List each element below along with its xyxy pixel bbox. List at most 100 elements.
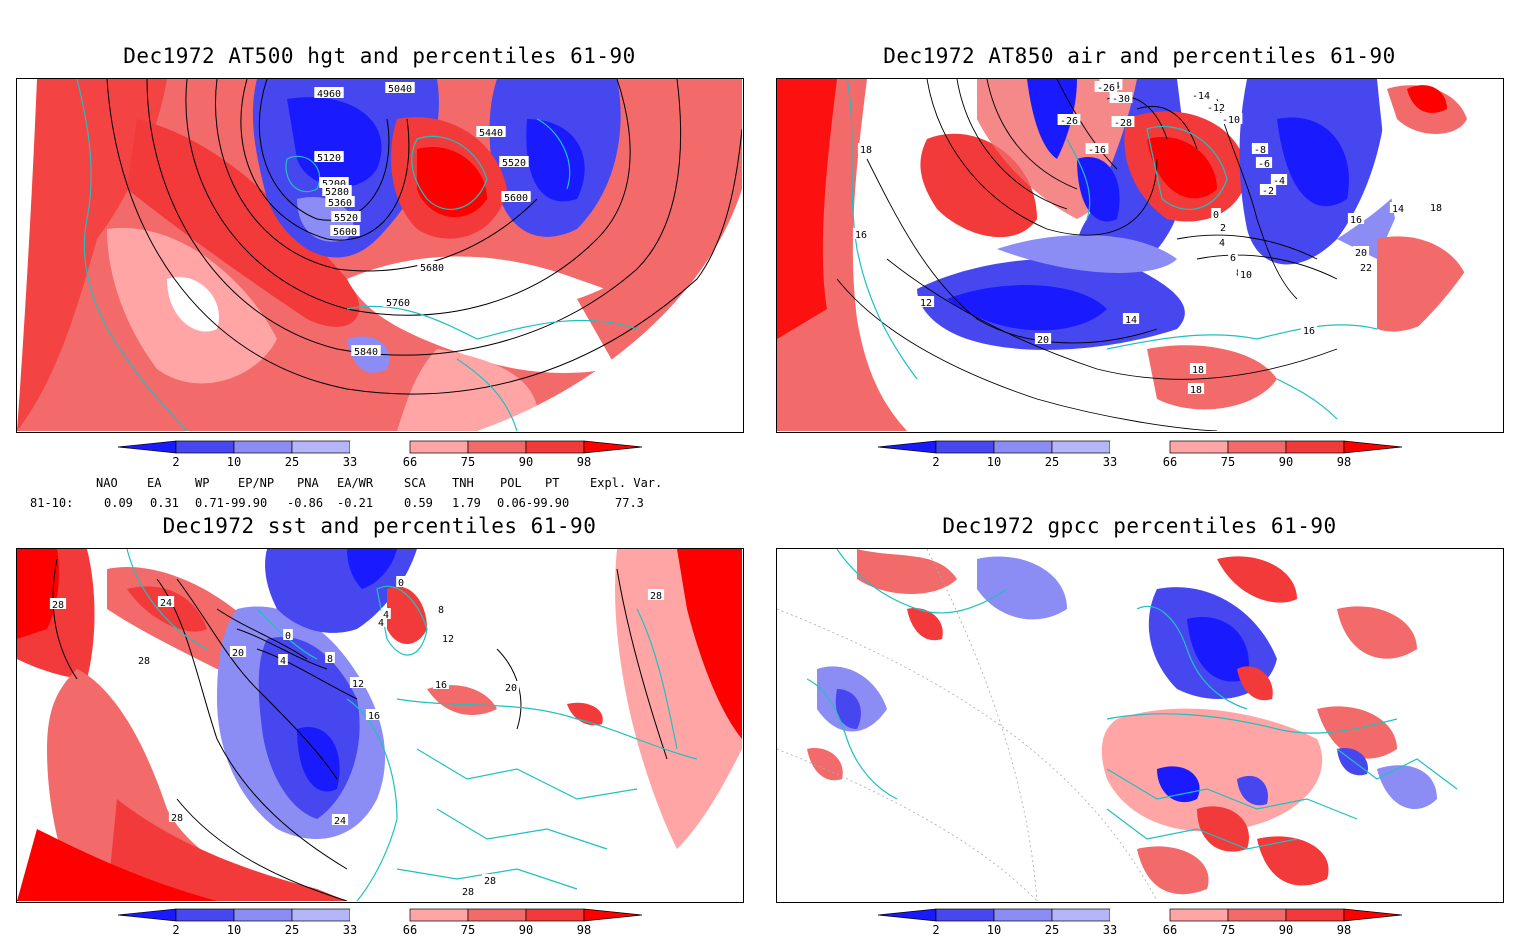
svg-text:5760: 5760 bbox=[386, 298, 410, 309]
contour-label: 24 bbox=[331, 814, 349, 827]
svg-text:5280: 5280 bbox=[325, 187, 349, 198]
contour-label: -14 bbox=[1189, 89, 1213, 102]
svg-text:-30: -30 bbox=[1112, 94, 1130, 105]
colorbar-tick-label: 75 bbox=[1221, 923, 1235, 937]
contour-label: 16 bbox=[1300, 324, 1318, 337]
svg-text:5520: 5520 bbox=[334, 213, 358, 224]
contour-label: 8 bbox=[436, 603, 446, 616]
index-header-explvar: Expl. Var. bbox=[590, 476, 663, 490]
contour-label: 4 bbox=[278, 654, 288, 667]
colorbar-tick-label: 10 bbox=[987, 455, 1001, 469]
index-header-pol: POL bbox=[500, 476, 522, 490]
colorbar-tick-label: 33 bbox=[343, 923, 357, 937]
contour-label: 5120 bbox=[314, 151, 344, 164]
svg-text:0: 0 bbox=[285, 631, 291, 642]
colorbar-tick-label: 33 bbox=[1103, 455, 1117, 469]
svg-text:28: 28 bbox=[484, 876, 496, 887]
svg-text:28: 28 bbox=[650, 591, 662, 602]
svg-text:16: 16 bbox=[1303, 326, 1315, 337]
contour-label: -26 bbox=[1094, 81, 1118, 94]
colorbar-tick-label: 90 bbox=[519, 455, 533, 469]
colorbar-segment bbox=[117, 908, 177, 922]
svg-text:16: 16 bbox=[1350, 215, 1362, 226]
contour-label: 14 bbox=[1122, 313, 1140, 326]
svg-text:5520: 5520 bbox=[502, 158, 526, 169]
colorbar-tick-label: 66 bbox=[403, 923, 417, 937]
colorbar-segment bbox=[1343, 440, 1403, 454]
panel-title-hgt500: Dec1972 AT500 hgt and percentiles 61-90 bbox=[123, 44, 636, 68]
colorbar-hgt500: 2 10 25 33 66 75 90 98 bbox=[117, 440, 643, 469]
svg-text:24: 24 bbox=[334, 816, 346, 827]
svg-text:-16: -16 bbox=[1088, 145, 1106, 156]
map-gpcc bbox=[777, 549, 1502, 901]
svg-text:6: 6 bbox=[1230, 253, 1236, 264]
svg-text:-12: -12 bbox=[1207, 103, 1225, 114]
svg-text:12: 12 bbox=[442, 634, 454, 645]
contour-label: -2 bbox=[1259, 184, 1277, 197]
svg-text:5840: 5840 bbox=[354, 347, 378, 358]
contour-label: 12 bbox=[439, 632, 457, 645]
contour-label: 5840 bbox=[351, 345, 381, 358]
svg-text:5360: 5360 bbox=[328, 198, 352, 209]
svg-text:0: 0 bbox=[1213, 210, 1219, 221]
contour-label: -4 bbox=[1270, 174, 1288, 187]
colorbar-segment bbox=[1051, 908, 1111, 922]
panel-title-air850: Dec1972 AT850 air and percentiles 61-90 bbox=[883, 44, 1396, 68]
index-header-sca: SCA bbox=[404, 476, 426, 490]
colorbar-segment bbox=[877, 440, 937, 454]
colorbar-tick-label: 90 bbox=[519, 923, 533, 937]
svg-text:12: 12 bbox=[352, 679, 364, 690]
colorbar-tick-label: 90 bbox=[1279, 923, 1293, 937]
svg-text:5120: 5120 bbox=[317, 153, 341, 164]
colorbar-tick-label: 75 bbox=[461, 923, 475, 937]
svg-text:8: 8 bbox=[327, 654, 333, 665]
svg-text:18: 18 bbox=[1430, 203, 1442, 214]
colorbar-tick-label: 75 bbox=[461, 455, 475, 469]
colorbar-segment bbox=[993, 908, 1053, 922]
svg-text:4: 4 bbox=[383, 610, 389, 621]
contour-label: -26 bbox=[1057, 114, 1081, 127]
svg-text:-26: -26 bbox=[1060, 116, 1078, 127]
contour-label: -6 bbox=[1255, 157, 1273, 170]
contour-label: 5520 bbox=[499, 156, 529, 169]
map-panel-air850 bbox=[776, 78, 1504, 433]
colorbar-air850: 2 10 25 33 66 75 90 98 bbox=[877, 440, 1403, 469]
colorbar-segment bbox=[583, 908, 643, 922]
colorbar-segment bbox=[583, 440, 643, 454]
svg-text:10: 10 bbox=[1240, 270, 1252, 281]
colorbar-segment bbox=[1285, 440, 1345, 454]
svg-text:-6: -6 bbox=[1258, 159, 1270, 170]
map-sst bbox=[17, 549, 742, 901]
index-header-tnh: TNH bbox=[452, 476, 474, 490]
contour-label: 5520 bbox=[331, 211, 361, 224]
panel-title-gpcc: Dec1972 gpcc percentiles 61-90 bbox=[942, 514, 1337, 538]
colorbar-tick-label: 33 bbox=[343, 455, 357, 469]
index-value-sca: 0.59 bbox=[404, 496, 433, 510]
svg-text:5040: 5040 bbox=[388, 84, 412, 95]
colorbar-segment bbox=[467, 908, 527, 922]
contour-label: 14 bbox=[1389, 202, 1407, 215]
svg-text:16: 16 bbox=[435, 680, 447, 691]
svg-text:4: 4 bbox=[378, 618, 384, 629]
svg-text:16: 16 bbox=[855, 230, 867, 241]
contour-label: 5360 bbox=[325, 196, 355, 209]
map-air850 bbox=[777, 79, 1502, 431]
index-value-ea: 0.31 bbox=[150, 496, 179, 510]
colorbar-segment bbox=[525, 440, 585, 454]
colorbar-tick-label: 75 bbox=[1221, 455, 1235, 469]
contour-label: 5600 bbox=[330, 225, 360, 238]
contour-label: 20 bbox=[1034, 333, 1052, 346]
contour-label: 0 bbox=[396, 576, 406, 589]
colorbar-segment bbox=[233, 440, 293, 454]
contour-label: -28 bbox=[1111, 116, 1135, 129]
colorbar-segment bbox=[350, 909, 410, 921]
index-header-eawr: EA/WR bbox=[337, 476, 374, 490]
contour-label: 28 bbox=[49, 598, 67, 611]
contour-label: 20 bbox=[229, 646, 247, 659]
index-header-pt: PT bbox=[545, 476, 560, 490]
colorbar-segment bbox=[993, 440, 1053, 454]
colorbar-segment bbox=[409, 440, 469, 454]
index-value-pna: -0.86 bbox=[287, 496, 324, 510]
contour-labels-air850: -24-26-30-14-12-10-26-28-16-8-6-4-202468… bbox=[852, 79, 1445, 396]
